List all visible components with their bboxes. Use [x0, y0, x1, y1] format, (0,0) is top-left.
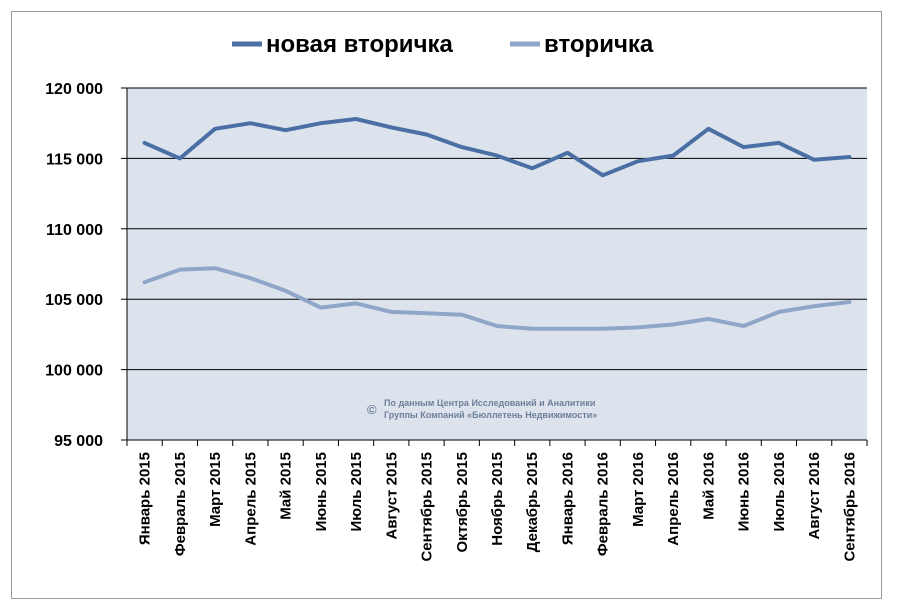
x-tick-label: Февраль 2015 — [172, 452, 189, 556]
x-tick-label: Январь 2015 — [137, 452, 154, 545]
x-tick-label: Май 2015 — [278, 452, 295, 520]
x-tick-label: Август 2015 — [383, 452, 400, 540]
series-line-1 — [142, 117, 852, 178]
x-tick-label: Март 2016 — [630, 452, 647, 527]
y-tick-label: 115 000 — [46, 151, 103, 168]
series-lines — [142, 117, 852, 331]
x-tick-label: Декабрь 2015 — [524, 452, 541, 552]
y-tick-label: 95 000 — [54, 433, 103, 450]
y-tick-label: 100 000 — [45, 363, 103, 380]
watermark-line-1: По данным Центра Исследований и Аналитик… — [384, 398, 595, 408]
x-tick-label: Июль 2015 — [348, 452, 365, 532]
watermark-line-2: Группы Компаний «Бюллетень Недвижимости» — [384, 410, 597, 420]
x-tick-label: Апрель 2016 — [665, 452, 682, 546]
y-tick-label: 120 000 — [45, 81, 103, 98]
x-tick-label: Февраль 2016 — [595, 452, 612, 556]
x-tick-label: Март 2015 — [207, 452, 224, 527]
legend-label-2: вторичка — [544, 31, 654, 58]
y-tick-label: 105 000 — [45, 292, 103, 309]
series-line-2 — [142, 266, 852, 331]
axes — [126, 88, 867, 441]
x-axis-ticks: Январь 2015 Февраль 2015 Март 2015 Апрель 2… — [126, 440, 868, 562]
x-tick-label: Июнь 2016 — [736, 452, 753, 531]
x-tick-label: Январь 2016 — [559, 452, 576, 545]
plot-area — [127, 88, 867, 440]
x-tick-label: Сентябрь 2015 — [419, 452, 436, 562]
y-axis-ticks: 95 000 100 000 105 000 110 000 115 000 120 00… — [45, 81, 127, 450]
legend: новая вторичка вторичка — [232, 31, 654, 58]
x-tick-label: Июль 2016 — [771, 452, 788, 532]
x-tick-label: Август 2016 — [806, 452, 823, 540]
y-tick-label: 110 000 — [46, 222, 103, 239]
x-tick-label: Май 2016 — [700, 452, 717, 520]
gridlines — [127, 87, 867, 371]
x-tick-label: Апрель 2015 — [242, 452, 259, 546]
x-tick-label: Октябрь 2015 — [454, 452, 471, 552]
legend-label-1: новая вторичка — [266, 31, 454, 58]
copyright-icon: © — [367, 402, 377, 417]
x-tick-label: Июнь 2015 — [313, 452, 330, 531]
x-tick-label: Ноябрь 2015 — [489, 452, 506, 546]
x-tick-label: Сентябрь 2016 — [841, 452, 858, 562]
watermark: © По данным Центра Исследований и Аналити… — [367, 398, 597, 420]
